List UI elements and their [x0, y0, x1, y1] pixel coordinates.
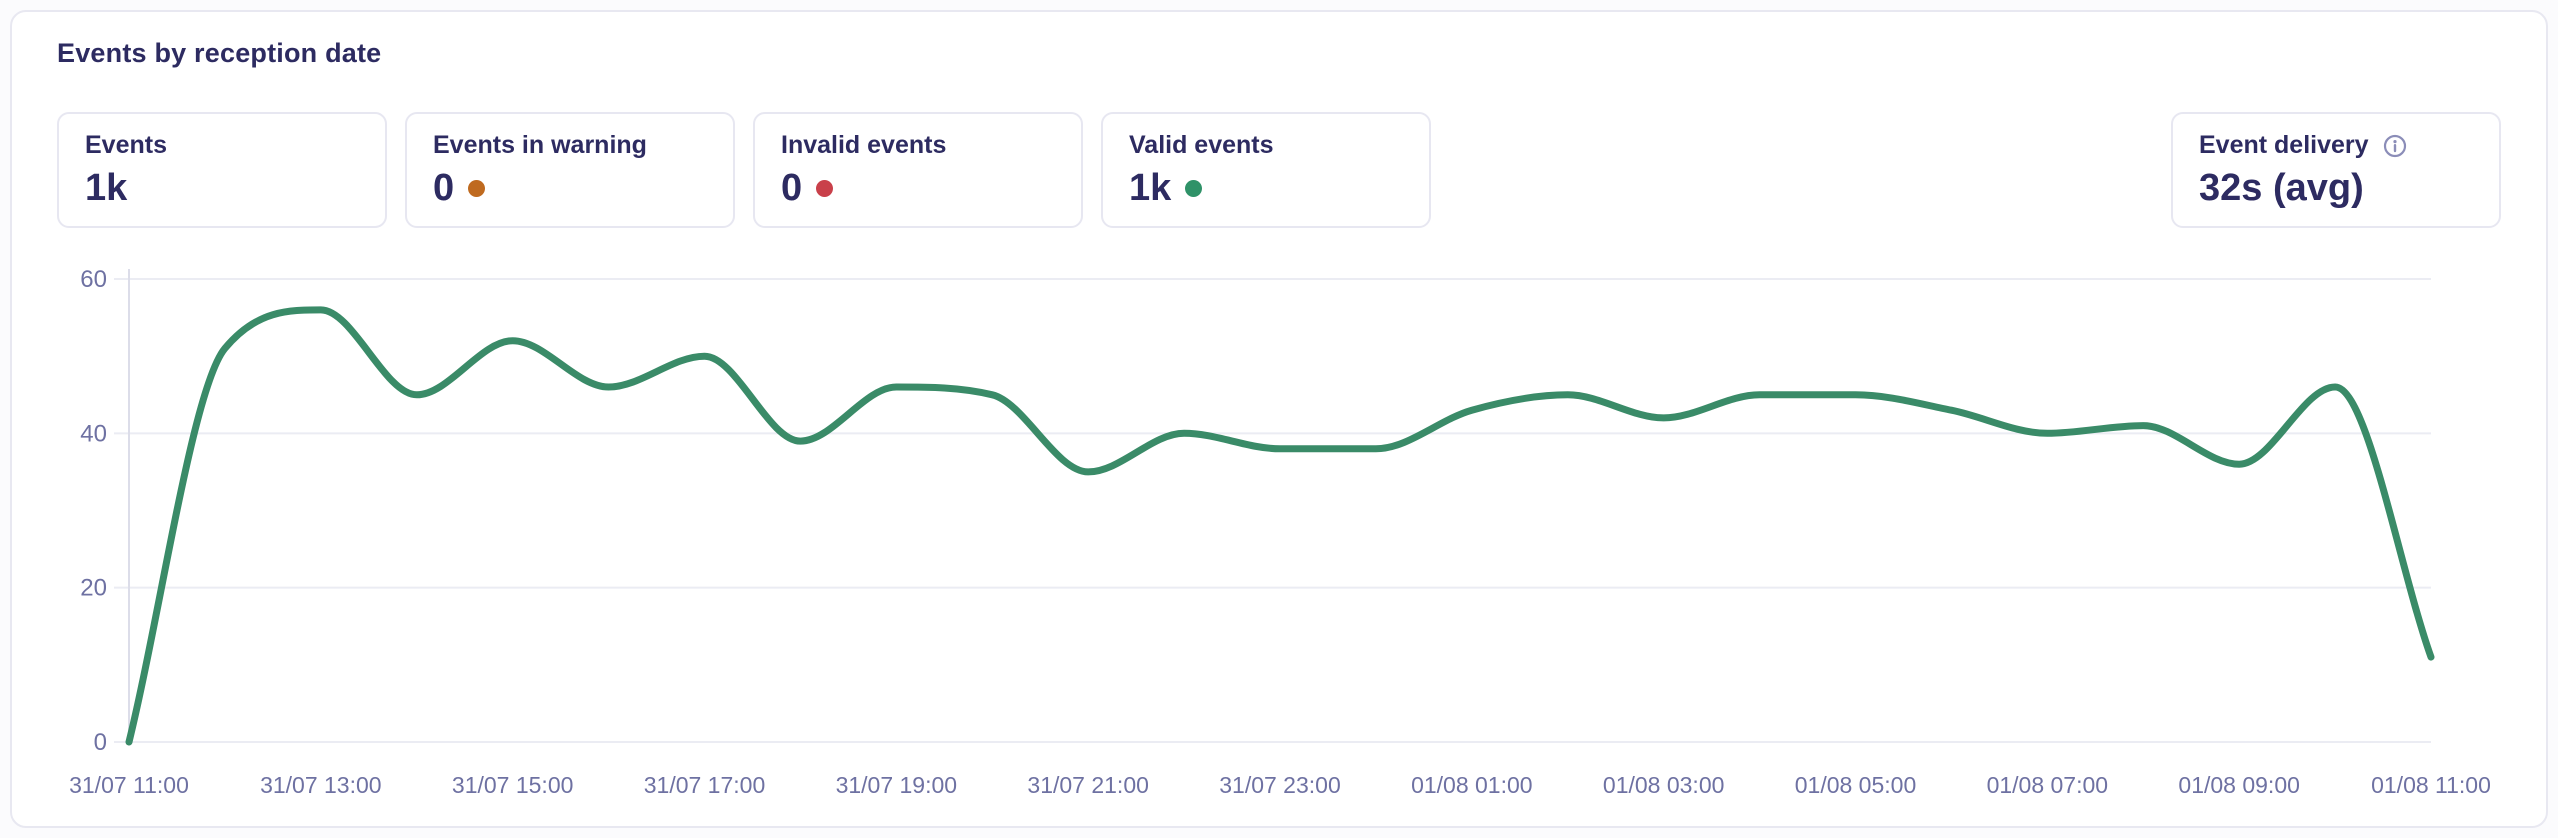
svg-text:01/08 05:00: 01/08 05:00 [1795, 772, 1917, 798]
svg-text:31/07 19:00: 31/07 19:00 [836, 772, 958, 798]
warning-dot [468, 179, 486, 197]
svg-text:31/07 17:00: 31/07 17:00 [644, 772, 766, 798]
stat-label: Events [85, 131, 167, 159]
stat-value: 1k [1129, 167, 1172, 209]
svg-text:01/08 03:00: 01/08 03:00 [1603, 772, 1725, 798]
info-icon[interactable] [2383, 134, 2407, 158]
stat-card-valid-events: Valid events 1k [1101, 112, 1431, 228]
line-series [125, 306, 2435, 746]
chart-gridlines [114, 269, 2431, 743]
svg-text:31/07 13:00: 31/07 13:00 [260, 772, 382, 798]
events-panel: Events by reception date Events 1k Event… [10, 10, 2548, 828]
page-title: Events by reception date [57, 38, 382, 68]
error-dot [816, 179, 834, 197]
svg-text:31/07 15:00: 31/07 15:00 [452, 772, 574, 798]
svg-text:31/07 11:00: 31/07 11:00 [69, 772, 189, 798]
svg-text:01/08 09:00: 01/08 09:00 [2178, 772, 2300, 798]
stat-value: 0 [433, 167, 455, 209]
svg-text:01/08 11:00: 01/08 11:00 [2371, 772, 2491, 798]
y-axis-labels: 0 20 40 60 [80, 266, 107, 756]
svg-text:01/08 01:00: 01/08 01:00 [1411, 772, 1533, 798]
svg-text:0: 0 [94, 729, 107, 756]
stat-label: Event delivery [2199, 131, 2369, 159]
svg-text:01/08 07:00: 01/08 07:00 [1987, 772, 2109, 798]
stat-card-events: Events 1k [57, 112, 387, 228]
svg-text:31/07 23:00: 31/07 23:00 [1219, 772, 1341, 798]
stat-label: Valid events [1129, 131, 1274, 159]
stat-value: 0 [781, 167, 803, 209]
svg-text:40: 40 [80, 420, 107, 447]
stat-label: Invalid events [781, 131, 947, 159]
svg-text:20: 20 [80, 575, 107, 602]
svg-text:60: 60 [80, 266, 107, 293]
stat-label: Events in warning [433, 131, 647, 159]
stat-value: 1k [85, 167, 128, 209]
success-dot [1185, 179, 1203, 197]
x-axis-labels: 31/07 11:00 31/07 13:00 31/07 15:00 31/07 1… [69, 772, 2491, 798]
stat-card-events-in-warning: Events in warning 0 [405, 112, 735, 228]
svg-text:31/07 21:00: 31/07 21:00 [1027, 772, 1149, 798]
stats-row: Events 1k Events in warning 0 Invalid ev… [57, 112, 2501, 228]
stat-card-event-delivery: Event delivery 32s (avg) [2171, 112, 2501, 228]
stat-card-invalid-events: Invalid events 0 [753, 112, 1083, 228]
events-line-chart[interactable]: 0 20 40 60 31/07 11:00 31/07 13:00 31/07 15:0… [12, 12, 2550, 830]
stat-value: 32s (avg) [2199, 167, 2364, 209]
